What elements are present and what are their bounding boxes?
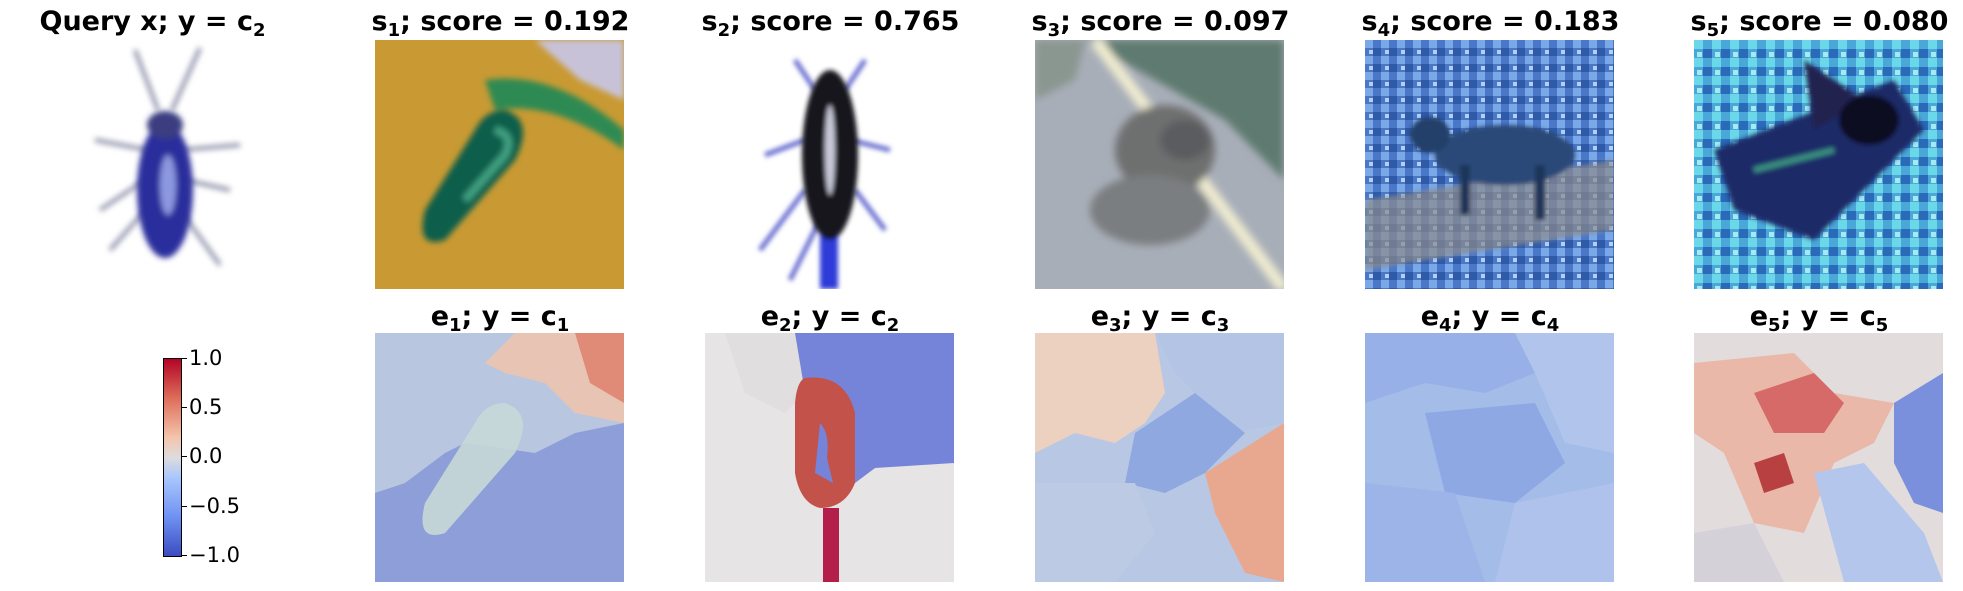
colorbar-tick-mark [181, 358, 187, 359]
colorbar-tick-mark [181, 407, 187, 408]
colorbar-tick-mark [181, 456, 187, 457]
colorbar-tick-label: −0.5 [189, 494, 240, 518]
query-image [40, 40, 289, 289]
title-e4: e4; y = c4 [1420, 301, 1560, 336]
colorbar-tick-label: −1.0 [189, 543, 240, 567]
title-s3: s3; score = 0.097 [1031, 6, 1290, 41]
s3-image [1035, 40, 1284, 289]
e3-map [1035, 333, 1284, 582]
s2-image [705, 40, 954, 289]
title-e1: e1; y = c1 [430, 301, 570, 336]
colorbar-tick-mark [181, 555, 187, 556]
title-s4: s4; score = 0.183 [1361, 6, 1620, 41]
colorbar-tick-label: 0.0 [189, 444, 223, 468]
colorbar-tick-mark [181, 506, 187, 507]
title-e2: e2; y = c2 [760, 301, 900, 336]
title-s5: s5; score = 0.080 [1690, 6, 1949, 41]
e1-map [375, 333, 624, 582]
s1-image [375, 40, 624, 289]
e5-map [1694, 333, 1943, 582]
s4-image [1365, 40, 1614, 289]
title-s1: s1; score = 0.192 [371, 6, 630, 41]
title-query: Query x; y = c2 [39, 6, 266, 41]
e4-map [1365, 333, 1614, 582]
title-s2: s2; score = 0.765 [701, 6, 960, 41]
colorbar-tick-label: 1.0 [189, 346, 223, 370]
colorbar [163, 358, 182, 557]
s5-image [1694, 40, 1943, 289]
title-e5: e5; y = c5 [1749, 301, 1889, 336]
colorbar-tick-label: 0.5 [189, 395, 223, 419]
e2-map [705, 333, 954, 582]
title-e3: e3; y = c3 [1090, 301, 1230, 336]
